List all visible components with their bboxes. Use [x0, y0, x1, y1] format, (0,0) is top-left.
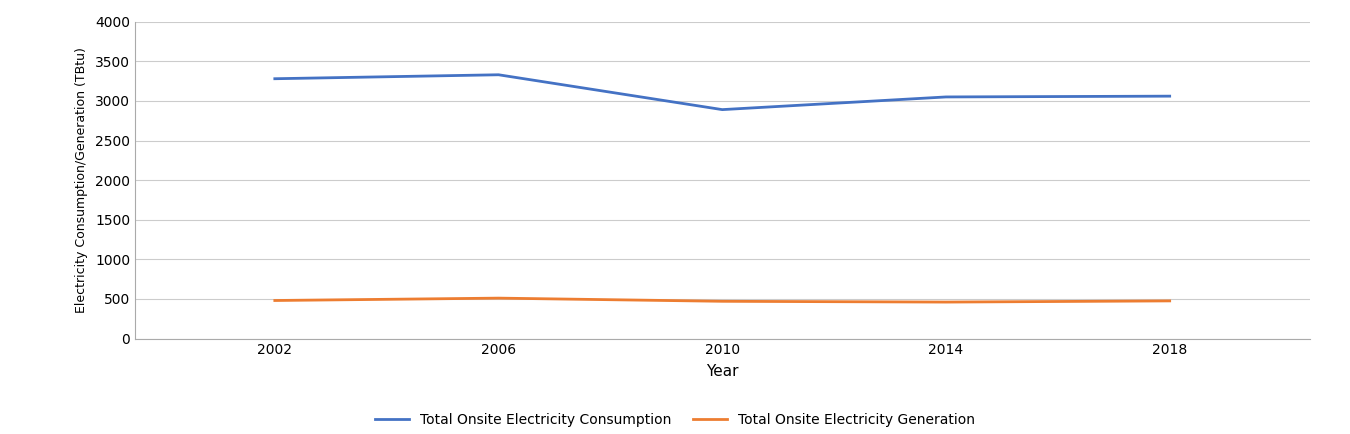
X-axis label: Year: Year [706, 364, 738, 379]
Legend: Total Onsite Electricity Consumption, Total Onsite Electricity Generation: Total Onsite Electricity Consumption, To… [374, 413, 976, 427]
Y-axis label: Electricity Consumption/Generation (TBtu): Electricity Consumption/Generation (TBtu… [76, 47, 88, 313]
